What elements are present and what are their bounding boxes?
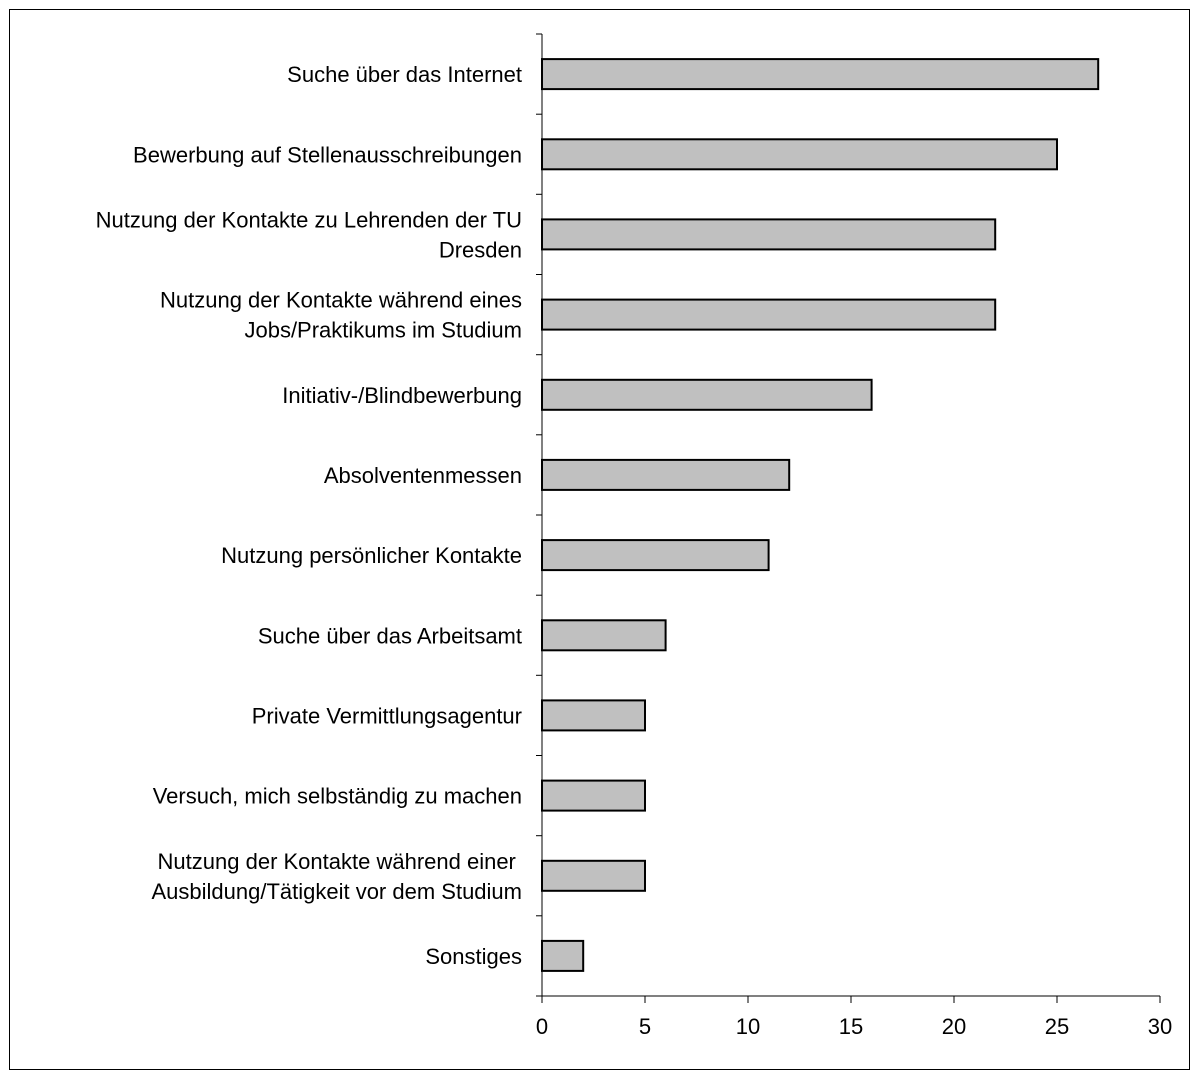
bar-6: [541, 458, 791, 491]
category-label-line: Nutzung persönlicher Kontakte: [221, 543, 522, 568]
bar-7: [541, 539, 770, 572]
category-label-line: Initiativ-/Blindbewerbung: [282, 383, 522, 408]
category-label: Nutzung der Kontakte während einer Ausbi…: [151, 849, 522, 904]
bar-3: [541, 218, 997, 251]
bar-1: [541, 58, 1100, 91]
bar-11: [541, 859, 646, 892]
x-tick-label: 30: [1148, 1014, 1172, 1039]
bar-8: [541, 619, 667, 652]
category-label-line: Versuch, mich selbständig zu machen: [153, 784, 522, 809]
category-label-line: Suche über das Arbeitsamt: [258, 623, 522, 648]
category-label-line: Sonstiges: [425, 944, 522, 969]
category-label: Suche über das Arbeitsamt: [258, 623, 522, 648]
axes-layer: [536, 33, 1161, 1003]
bar-12: [541, 939, 585, 972]
bars-layer: [541, 58, 1100, 972]
category-label-line: Ausbildung/Tätigkeit vor dem Studium: [151, 879, 522, 904]
category-label: Bewerbung auf Stellenausschreibungen: [133, 142, 522, 167]
category-label: Absolventenmessen: [324, 463, 522, 488]
category-label: Nutzung persönlicher Kontakte: [221, 543, 522, 568]
x-tick-label: 25: [1045, 1014, 1069, 1039]
category-label: Suche über das Internet: [287, 62, 522, 87]
x-tick-label: 10: [736, 1014, 760, 1039]
category-label: Initiativ-/Blindbewerbung: [282, 383, 522, 408]
category-label-line: Nutzung der Kontakte während eines: [160, 288, 522, 313]
category-label-line: Nutzung der Kontakte während einer: [158, 849, 522, 874]
category-label-line: Dresden: [439, 237, 522, 262]
bar-9: [541, 699, 646, 732]
category-label: Private Vermittlungsagentur: [252, 703, 522, 728]
category-label: Nutzung der Kontakte während eines Jobs/P…: [160, 288, 522, 343]
labels-layer: 0 5 10 15 20 25 30 Suche über das Internet Bewer…: [96, 62, 1173, 1039]
bar-2: [541, 138, 1058, 171]
x-tick-label: 15: [839, 1014, 863, 1039]
x-tick-label: 0: [536, 1014, 548, 1039]
bar-10: [541, 779, 646, 812]
category-label-line: Bewerbung auf Stellenausschreibungen: [133, 142, 522, 167]
category-label: Nutzung der Kontakte zu Lehrenden der TU…: [96, 207, 522, 262]
category-label-line: Jobs/Praktikums im Studium: [244, 318, 522, 343]
category-label-line: Private Vermittlungsagentur: [252, 703, 522, 728]
category-label: Sonstiges: [425, 944, 522, 969]
category-label: Versuch, mich selbständig zu machen: [153, 784, 522, 809]
category-label-line: Nutzung der Kontakte zu Lehrenden der TU: [96, 207, 522, 232]
category-label-line: Absolventenmessen: [324, 463, 522, 488]
bar-5: [541, 378, 873, 411]
category-label-line: Suche über das Internet: [287, 62, 522, 87]
x-tick-label: 5: [639, 1014, 651, 1039]
x-tick-label: 20: [942, 1014, 966, 1039]
bar-4: [541, 298, 997, 331]
